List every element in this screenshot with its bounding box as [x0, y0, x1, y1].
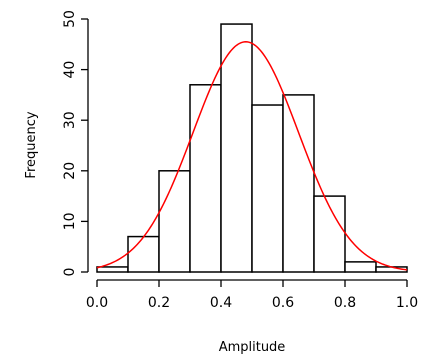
histogram-bar-8: [313, 195, 346, 273]
x-tick-label-4: 0.8: [334, 295, 356, 311]
y-tick-label-2: 20: [62, 162, 78, 180]
histogram-bar-6: [251, 104, 284, 273]
x-tick-label-1: 0.2: [148, 295, 170, 311]
histogram-bar-4: [189, 84, 222, 273]
y-tick-label-1: 10: [62, 212, 78, 230]
y-axis-title: Frequency: [24, 111, 39, 178]
histogram-bar-7: [282, 94, 315, 273]
x-axis-ticks: 0.0 0.2 0.4 0.6 0.8 1.0: [86, 280, 418, 311]
histogram-bar-2: [127, 235, 160, 273]
histogram-bar-9: [344, 261, 377, 273]
y-tick-label-0: 0: [62, 268, 78, 277]
x-tick-label-2: 0.4: [210, 295, 232, 311]
histogram-bar-1: [96, 266, 129, 273]
y-axis-ticks: 0 10 20 30 40 50: [62, 10, 88, 276]
y-tick-label-5: 50: [62, 10, 78, 28]
x-tick-label-0: 0.0: [86, 295, 108, 311]
y-tick-label-4: 40: [62, 61, 78, 79]
y-tick-label-3: 30: [62, 111, 78, 129]
histogram-bar-3: [158, 170, 191, 273]
histogram-bars: [96, 23, 408, 273]
histogram-bar-5: [220, 23, 253, 273]
x-tick-label-3: 0.6: [272, 295, 294, 311]
x-tick-label-5: 1.0: [396, 295, 418, 311]
density-curve: [96, 41, 408, 271]
x-axis-title: Amplitude: [219, 340, 286, 355]
